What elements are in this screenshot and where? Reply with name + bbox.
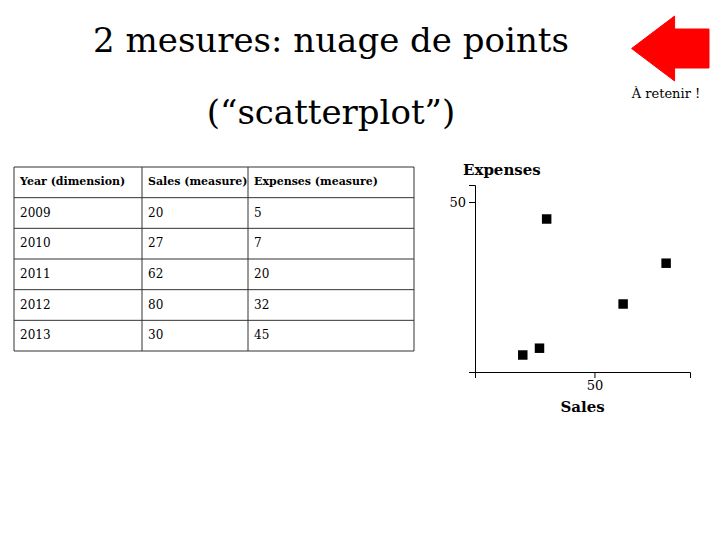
table-cell: 2012 xyxy=(20,298,51,312)
table-cell: 32 xyxy=(254,298,269,312)
table-cell: 20 xyxy=(148,206,163,220)
table-cell: 45 xyxy=(254,328,269,342)
table-cell: 20 xyxy=(254,267,269,281)
table-cell: 30 xyxy=(148,328,163,342)
table-header: Year (dimension) xyxy=(19,175,125,188)
table-line xyxy=(14,167,15,351)
axis-line xyxy=(469,186,476,373)
table-line xyxy=(14,228,414,229)
table-cell: 2010 xyxy=(20,236,51,250)
x-axis-label: Sales xyxy=(560,398,604,416)
table-line xyxy=(14,289,414,290)
arrow xyxy=(632,16,709,81)
point xyxy=(535,343,544,352)
table-line xyxy=(14,197,414,198)
tick-mark xyxy=(594,372,595,378)
table-header: Expenses (measure) xyxy=(254,175,378,188)
point xyxy=(618,299,627,308)
table-line xyxy=(14,351,414,352)
table-line xyxy=(142,167,143,351)
axis-line xyxy=(476,373,691,379)
table-cell: 80 xyxy=(148,298,163,312)
point xyxy=(661,258,670,267)
table-line xyxy=(14,259,414,260)
table-line xyxy=(14,320,414,321)
table-cell: 2011 xyxy=(20,267,51,281)
table-cell: 2013 xyxy=(20,328,51,342)
table-line xyxy=(248,167,249,351)
subtitle: (“scatterplot”) xyxy=(207,92,456,132)
y-axis: 50 xyxy=(449,186,475,373)
tick: 50 xyxy=(449,195,475,210)
chart-root: 2 mesures: nuage de points (“scatterplot”… xyxy=(0,0,720,540)
annotation: À retenir ! xyxy=(631,86,700,101)
table-header: Sales (measure) xyxy=(148,175,247,188)
table-cell: 62 xyxy=(148,267,163,281)
table-cell: 27 xyxy=(148,236,163,250)
tick-mark xyxy=(469,202,475,203)
tick-label: 50 xyxy=(587,378,604,393)
tick-label: 50 xyxy=(449,195,466,210)
table-line xyxy=(414,167,415,351)
table-line xyxy=(14,167,414,168)
table-cell: 5 xyxy=(254,206,262,220)
y-axis-label: Expenses xyxy=(463,161,541,179)
point xyxy=(542,214,551,223)
tick: 50 xyxy=(587,372,604,393)
table: Year (dimension) Sales (measure) Expenses … xyxy=(14,167,414,351)
points xyxy=(518,214,671,359)
table-cell: 2009 xyxy=(20,206,51,220)
point xyxy=(518,350,527,359)
table-cell: 7 xyxy=(254,236,262,250)
x-axis: 50 xyxy=(476,372,691,393)
title: 2 mesures: nuage de points xyxy=(93,20,569,60)
